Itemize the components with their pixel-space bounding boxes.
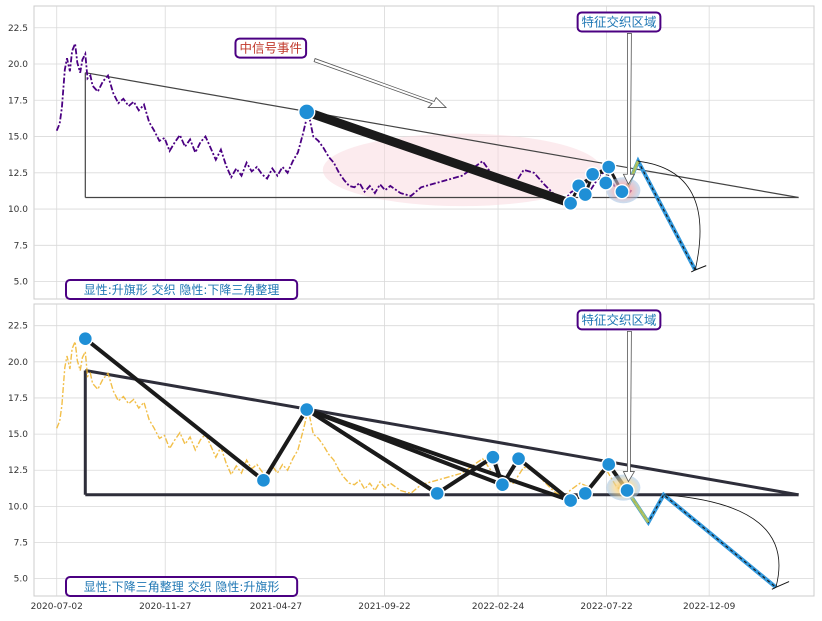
- pivot-point: [510, 450, 527, 467]
- pivot-point: [601, 159, 617, 175]
- annotation-box-pattern: [65, 576, 299, 597]
- triangle-upper-line: [85, 369, 799, 497]
- pivot-point: [601, 456, 617, 473]
- y-tick-label: 17.5: [8, 96, 28, 106]
- measure-arc: [663, 494, 780, 588]
- x-tick-label: 2022-12-09: [683, 602, 736, 612]
- pivot-point: [298, 103, 316, 121]
- x-tick-label: 2020-11-27: [139, 602, 191, 612]
- x-tick-label: 2022-07-22: [580, 602, 632, 612]
- measure-arc: [638, 160, 701, 271]
- pivot-point: [429, 485, 445, 502]
- y-tick-label: 20.0: [8, 358, 28, 368]
- pivot-point: [299, 401, 315, 418]
- pivot-point: [562, 492, 579, 509]
- target-bracket: [691, 265, 707, 273]
- annotation-box-signal: [234, 37, 308, 59]
- pivot-point: [485, 449, 501, 465]
- annotation-box-cross: [576, 309, 662, 331]
- annotation-text-signal: 中信号事件: [240, 41, 303, 56]
- y-tick-label: 15.0: [8, 430, 28, 440]
- bottom-panel: 5.0 7.5 10.0 12.5 15.0 17.5 20.0 22.5 2020-07-02…: [8, 303, 815, 612]
- annotation-arrow-signal: [313, 58, 448, 108]
- y-tick-label: 10.0: [8, 205, 28, 215]
- y-tick-label: 20.0: [8, 60, 28, 70]
- y-tick-label: 10.0: [8, 502, 28, 512]
- y-tick-label: 7.5: [14, 241, 28, 251]
- annotation-text-pattern: 显性:下降三角整理 交织 隐性:升旗形: [84, 579, 280, 594]
- annotation-box-pattern: [65, 279, 299, 300]
- y-tick-label: 7.5: [14, 539, 28, 549]
- pivot-point: [577, 186, 593, 203]
- flag-line: [302, 107, 576, 208]
- y-tick-label: 22.5: [8, 322, 28, 332]
- triangle-upper-line: [85, 72, 799, 199]
- annotation-text-cross: 特征交织区域: [581, 14, 656, 29]
- pivot-point: [494, 476, 511, 493]
- pivot-point: [577, 485, 593, 502]
- annotation-text-cross: 特征交织区域: [581, 312, 656, 327]
- annotation-arrow-cross: [622, 331, 636, 483]
- y-tick-label: 12.5: [8, 466, 28, 476]
- pivot-point: [255, 472, 272, 489]
- price-line: [55, 40, 633, 202]
- y-tick-label: 5.0: [14, 278, 29, 288]
- pivot-point: [614, 183, 630, 200]
- y-tick-label: 12.5: [8, 169, 28, 179]
- y-tick-label: 22.5: [8, 24, 28, 34]
- y-tick-label: 17.5: [8, 394, 28, 404]
- y-tick-label: 5.0: [14, 575, 29, 585]
- y-tick-label: 15.0: [8, 133, 28, 143]
- pivot-point: [598, 175, 614, 191]
- pivot-point: [562, 195, 579, 211]
- pivot-point: [619, 482, 635, 499]
- pivot-point: [584, 166, 601, 182]
- x-tick-label: 2022-02-24: [472, 602, 525, 612]
- annotation-text-pattern: 显性:升旗形 交织 隐性:下降三角整理: [84, 282, 280, 297]
- x-tick-label: 2021-04-27: [250, 602, 302, 612]
- x-tick-label: 2021-09-22: [358, 602, 410, 612]
- pivot-point: [77, 330, 94, 347]
- top-panel: 5.0 7.5 10.0 12.5 15.0 17.5 20.0 22.5 中信号事件 特征交织区…: [8, 5, 815, 300]
- annotation-box-cross: [576, 11, 662, 33]
- target-bracket: [771, 581, 790, 590]
- fan-line: [306, 407, 572, 503]
- x-tick-label: 2020-07-02: [31, 602, 83, 612]
- annotation-arrow-cross: [622, 33, 636, 186]
